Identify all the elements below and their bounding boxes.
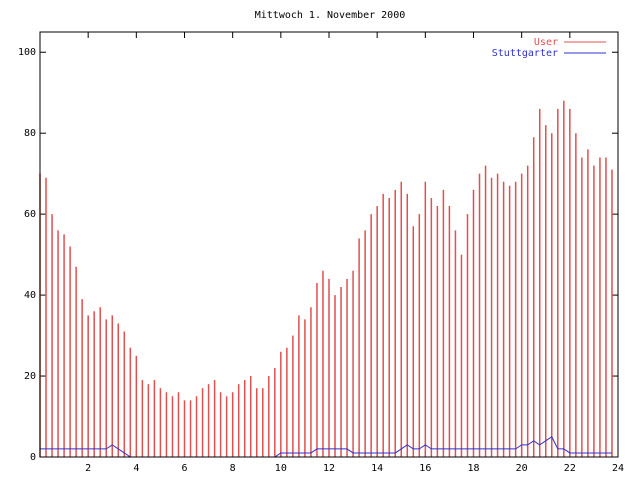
y-tick-label: 80 (24, 128, 36, 139)
x-tick-label: 8 (230, 463, 236, 474)
y-tick-label: 60 (24, 209, 36, 220)
x-tick-label: 12 (323, 463, 335, 474)
y-tick-label: 40 (24, 290, 36, 301)
x-tick-label: 16 (419, 463, 431, 474)
y-tick-label: 20 (24, 371, 36, 382)
x-tick-label: 14 (371, 463, 383, 474)
chart-title: Mittwoch 1. November 2000 (255, 10, 406, 21)
x-tick-label: 24 (612, 463, 624, 474)
x-tick-label: 18 (467, 463, 479, 474)
legend-label: Stuttgarter (492, 48, 558, 59)
y-tick-label: 100 (18, 47, 36, 58)
x-tick-label: 20 (516, 463, 528, 474)
y-tick-label: 0 (30, 452, 36, 463)
plot-border (39, 31, 619, 458)
x-tick-label: 6 (181, 463, 187, 474)
legend-label: User (534, 37, 558, 48)
x-tick-label: 2 (85, 463, 91, 474)
x-tick-label: 4 (133, 463, 139, 474)
x-tick-label: 22 (564, 463, 576, 474)
x-tick-label: 10 (275, 463, 287, 474)
